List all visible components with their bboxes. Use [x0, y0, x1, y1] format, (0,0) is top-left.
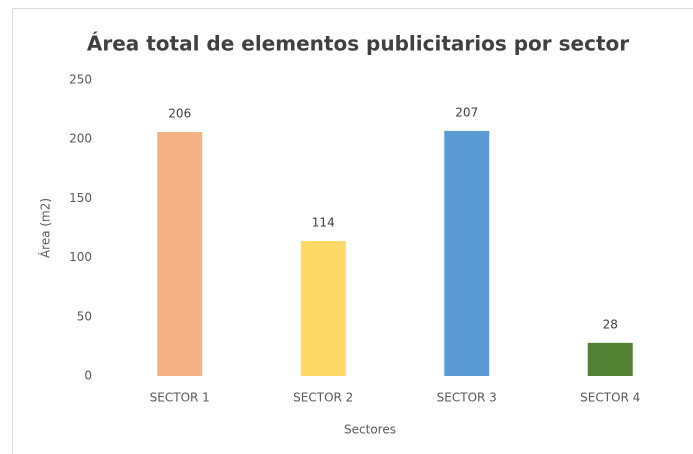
y-tick-label: 250 — [69, 73, 92, 87]
x-tick-label: SECTOR 2 — [293, 391, 353, 405]
y-tick-label: 50 — [77, 309, 92, 323]
x-tick-label: SECTOR 1 — [150, 391, 210, 405]
bar — [300, 241, 346, 376]
chart-title: Área total de elementos publicitarios po… — [87, 32, 629, 56]
data-label: 114 — [312, 216, 335, 230]
data-label: 207 — [455, 105, 478, 119]
bar — [444, 130, 490, 376]
y-tick-label: 100 — [69, 250, 92, 264]
bar — [587, 342, 633, 376]
x-tick-label: SECTOR 4 — [580, 391, 640, 405]
y-tick-label: 0 — [84, 369, 92, 383]
y-tick-label: 150 — [69, 191, 92, 205]
chart-border — [12, 8, 693, 454]
y-tick-label: 200 — [69, 132, 92, 146]
data-label: 206 — [168, 107, 191, 121]
x-tick-label: SECTOR 3 — [437, 391, 497, 405]
x-axis-title: Sectores — [344, 423, 396, 437]
y-axis-title: Área (m2) — [38, 198, 53, 258]
data-label: 28 — [603, 317, 618, 331]
bar — [157, 132, 203, 376]
